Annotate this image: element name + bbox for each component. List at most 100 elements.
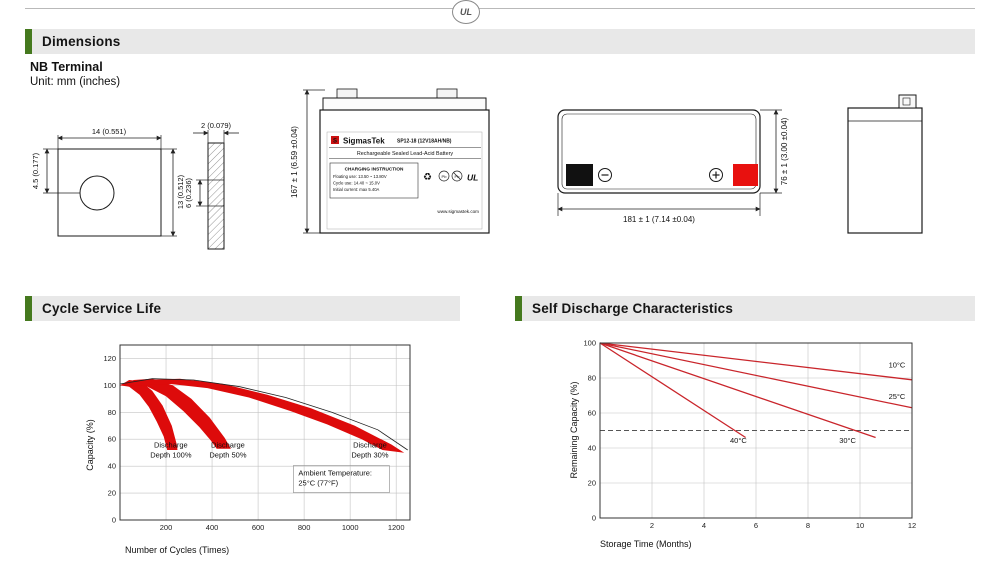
y-axis-label: Remaining Capacity (%) [569,381,579,478]
annotation-text: Depth 50% [209,450,246,459]
battery-height-value: 167 ± 1 (6.59 ±0.04) [290,126,299,198]
y-tick-label: 100 [103,381,116,390]
header-accent [25,296,32,321]
y-tick-label: 80 [588,374,596,383]
dim-battery-height: 167 ± 1 (6.59 ±0.04) [290,89,325,234]
terminal-offset-value: 4.5 (0.177) [31,152,40,189]
y-tick-label: 80 [108,408,116,417]
logo-letter: S [333,139,337,145]
y-tick-label: 120 [103,354,116,363]
series-label: 30°C [839,436,856,445]
positive-terminal-marker [733,164,758,186]
battery-width-value: 181 ± 1 (7.14 ±0.04) [623,215,695,224]
positive-terminal-icon [709,168,723,182]
dim-battery-width: 181 ± 1 (7.14 ±0.04) [557,193,761,224]
series-line [599,342,876,439]
x-tick-label: 8 [806,521,810,530]
ul-logo-icon: UL [452,0,480,24]
series-label: 40°C [730,436,747,445]
top-view-inner-outline [561,113,757,190]
dim-terminal-hole-height: 6 (0.236) [184,177,208,208]
annotation-text: Ambient Temperature: [298,469,372,478]
dimension-drawings: 14 (0.551) 4.5 (0.177) 13 (0.512) [31,88,923,250]
charging-line-3: Initial current: max 5.40A [333,187,380,192]
x-tick-label: 12 [908,521,916,530]
discharge-depth-band [120,380,178,450]
self-discharge-chart: 2 4 6 8 10 12 0 20 40 60 80 100 Storage Time (Months… [569,339,916,550]
dim-terminal-height: 13 (0.512) [161,148,185,237]
negative-post [336,88,358,99]
header-accent [25,29,32,54]
discharge-depth-band [120,378,405,453]
dimensions-section-header: Dimensions [25,29,975,54]
y-tick-label: 60 [588,409,596,418]
terminal-side-strip [207,142,225,250]
battery-lid [322,97,487,111]
annotation-text: Depth 30% [351,450,388,459]
annotation-text: Discharge [211,440,245,449]
y-tick-label: 40 [588,444,596,453]
dim-battery-depth: 76 ± 1 (3.00 ±0.04) [760,109,789,194]
battery-front-view: 167 ± 1 (6.59 ±0.04) S SigmasTek SP12-18… [290,88,490,234]
model-number: SP12-18 (12V18AH/NB) [397,139,452,145]
charging-line-1: Floating use: 13.50 ~ 13.80V [333,174,387,179]
battery-top-view: 181 ± 1 (7.14 ±0.04) 76 ± 1 (3.00 ±0.04) [557,109,789,224]
annotation-text: Discharge [353,440,387,449]
recycle-icon: ♻ [423,172,432,183]
battery-depth-value: 76 ± 1 (3.00 ±0.04) [780,117,789,185]
charging-line-2: Cycle use: 14.40 ~ 15.0V [333,181,380,186]
pb-crossed-icon [451,170,463,182]
y-tick-label: 20 [108,489,116,498]
y-tick-label: 0 [112,516,116,525]
cycle-life-section-header: Cycle Service Life [25,296,460,321]
dimensions-title: Dimensions [42,34,121,49]
annotation-box [293,465,390,493]
battery-type-line: Rechargeable Sealed Lead-Acid Battery [357,151,453,157]
x-tick-label: 10 [856,521,864,530]
cycle-service-life-chart: 200 400 600 800 1000 1200 0 20 40 60 80 100 120 Numbe… [85,344,411,555]
page-top-border [25,8,975,9]
x-tick-label: 400 [206,523,219,532]
self-discharge-section-header: Self Discharge Characteristics [515,296,975,321]
series-label: 10°C [889,361,906,370]
positive-post [436,88,458,99]
battery-label [326,131,483,230]
y-tick-label: 40 [108,462,116,471]
self-discharge-title: Self Discharge Characteristics [532,301,734,316]
series-label: 25°C [889,392,906,401]
terminal-side-view: 2 (0.079) 6 (0.236) [184,121,239,250]
x-tick-label: 2 [650,521,654,530]
series-line [599,342,913,381]
terminal-front-view: 14 (0.551) 4.5 (0.177) 13 (0.512) [31,127,185,237]
dim-terminal-width: 14 (0.551) [57,127,162,149]
cycle-life-title: Cycle Service Life [42,301,162,316]
header-accent [515,296,522,321]
y-tick-label: 100 [583,339,596,348]
x-tick-label: 1200 [388,523,405,532]
ul-mark-label: UL [467,173,478,183]
plot-border [599,342,913,519]
negative-terminal-marker [566,164,593,186]
y-tick-label: 0 [592,514,596,523]
x-tick-label: 4 [702,521,706,530]
terminal-type-title: NB Terminal [30,60,103,74]
annotation-text: Depth 100% [150,450,192,459]
dim-terminal-thickness: 2 (0.079) [193,121,239,143]
terminal-height-value: 13 (0.512) [176,174,185,209]
ul-logo-text: UL [460,7,472,17]
x-tick-label: 1000 [342,523,359,532]
y-tick-label: 60 [108,435,116,444]
capacity-outline-curve [119,378,408,451]
x-axis-label: Number of Cycles (Times) [125,545,229,555]
terminal-thickness-value: 2 (0.079) [201,121,232,130]
series-line [599,342,913,409]
x-tick-label: 800 [298,523,311,532]
terminal-plate [57,148,162,237]
annotation-text: Discharge [154,440,188,449]
x-tick-label: 600 [252,523,265,532]
annotation-text: 25°C (77°F) [298,479,338,488]
charging-instruction-box [329,162,419,199]
x-tick-label: 200 [160,523,173,532]
sigmastek-logo-square [331,136,339,144]
